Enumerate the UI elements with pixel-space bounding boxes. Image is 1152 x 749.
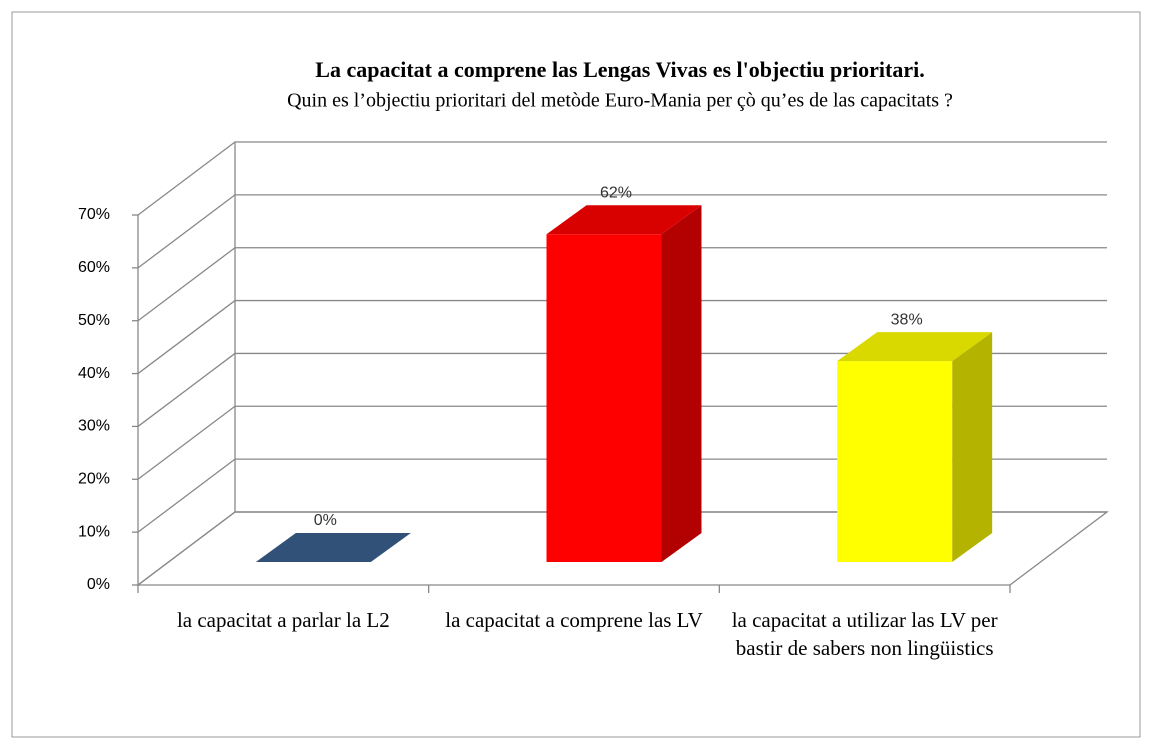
x-tick-label: la capacitat a utilizar las LV per basti… <box>731 608 998 660</box>
grid-line <box>137 458 1107 533</box>
y-tick-label: 40% <box>78 365 110 382</box>
chart-subtitle: Quin es l’objectiu prioritari del metòde… <box>287 90 953 112</box>
y-tick-label: 30% <box>78 418 110 435</box>
chart-title: La capacitat a comprene las Lengas Vivas… <box>315 57 924 82</box>
bar-top <box>837 332 993 362</box>
y-tick-label: 50% <box>78 312 110 329</box>
x-tick-label: la capacitat a comprene las LV <box>445 608 703 632</box>
bar-side <box>952 332 993 562</box>
value-label: 38% <box>891 311 923 328</box>
bar-front <box>837 361 953 562</box>
grid-line <box>137 141 1107 216</box>
grid-line <box>137 511 1107 586</box>
grid-line <box>137 352 1107 427</box>
y-tick-label: 70% <box>78 206 110 223</box>
value-label: 62% <box>600 185 632 202</box>
grid-line <box>137 299 1107 375</box>
y-tick-label: 60% <box>78 259 110 276</box>
y-tick-label: 0% <box>87 576 110 593</box>
grid-line <box>137 194 1107 269</box>
bar-side <box>661 205 702 563</box>
bar-top <box>546 205 702 235</box>
x-tick-label: la capacitat a parlar la L2 <box>176 608 390 632</box>
grid-line <box>137 405 1107 480</box>
y-tick-label: 20% <box>78 471 110 488</box>
value-label: 0% <box>314 512 337 529</box>
bar-top <box>255 533 411 562</box>
grid-line <box>137 247 1107 322</box>
bar-front <box>546 234 662 563</box>
y-tick-label: 10% <box>78 523 110 540</box>
